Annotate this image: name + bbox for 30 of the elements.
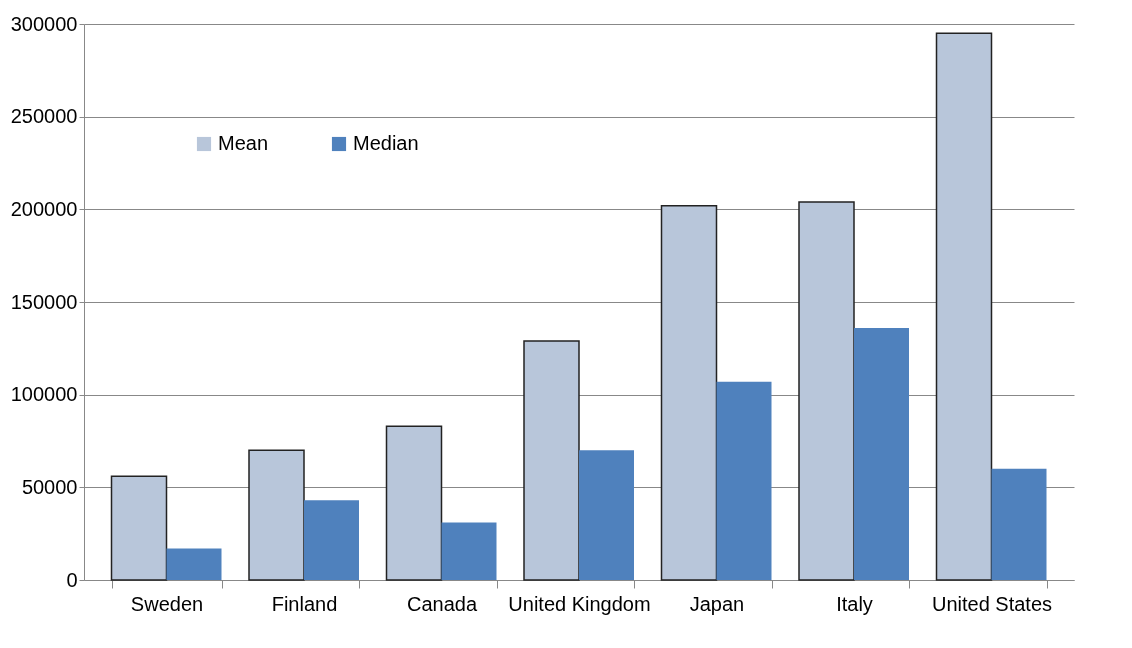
bar <box>385 425 443 581</box>
y-tick-label: 200000 <box>10 197 78 220</box>
bar <box>304 500 359 580</box>
y-tick-label: 150000 <box>10 290 78 313</box>
y-tick-label: 100000 <box>10 383 78 406</box>
x-tick-label: Canada <box>406 592 478 615</box>
bar <box>991 468 1047 580</box>
x-tick-label: United States <box>931 592 1053 615</box>
legend-label: Mean <box>218 132 269 154</box>
y-tick-label: 300000 <box>10 12 78 35</box>
y-tick-label: 250000 <box>10 105 78 128</box>
bar <box>798 201 855 581</box>
y-tick-label: 50000 <box>21 475 78 498</box>
x-tick-label: Japan <box>689 592 745 615</box>
bar <box>166 548 222 580</box>
x-tick-label: Finland <box>271 592 338 615</box>
bar <box>579 450 634 580</box>
bar <box>110 475 168 581</box>
bar <box>660 204 718 581</box>
legend-label: Median <box>353 132 419 154</box>
bar <box>441 522 497 580</box>
bar <box>854 327 909 580</box>
bar <box>523 340 580 581</box>
x-tick-label: United Kingdom <box>508 592 651 615</box>
x-tick-label: Sweden <box>130 592 204 615</box>
y-tick-label: 0 <box>66 568 78 591</box>
bar <box>935 32 993 581</box>
bar <box>716 381 772 580</box>
bar <box>248 449 305 581</box>
x-tick-label: Italy <box>836 592 873 615</box>
